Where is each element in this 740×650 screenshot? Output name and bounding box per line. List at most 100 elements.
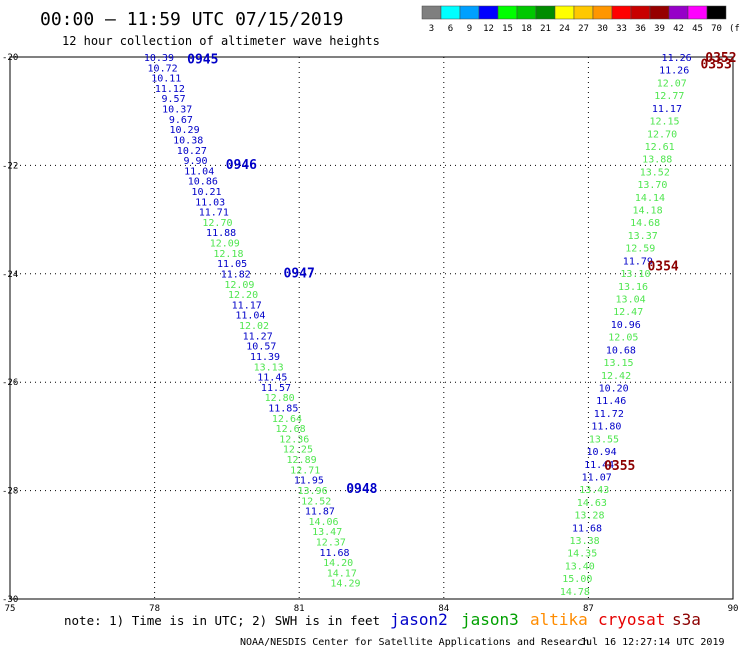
wave-height-label: 14.20	[323, 558, 353, 569]
wave-height-label: 11.82	[221, 269, 251, 280]
wave-height-label: 10.27	[177, 146, 207, 157]
satellite-altika: altika	[530, 610, 588, 629]
wave-height-label: 12.02	[239, 321, 269, 332]
pass-time-label: 0353	[700, 58, 731, 73]
wave-height-label: 9.57	[162, 94, 186, 105]
legend-label-18: 18	[521, 24, 532, 34]
wave-height-label: 13.55	[589, 434, 619, 445]
wave-height-label: 10.96	[611, 320, 641, 331]
legend-label-42: 42	[673, 24, 684, 34]
wave-height-label: 14.14	[635, 193, 665, 204]
legend-swatch-9	[459, 5, 480, 20]
wave-height-label: 12.05	[608, 333, 638, 344]
legend-label-30: 30	[597, 24, 608, 34]
wave-height-label: 12.64	[272, 414, 302, 425]
legend-label-24: 24	[559, 24, 570, 34]
grid-lines	[10, 57, 733, 599]
wave-height-label: 14.06	[308, 517, 338, 528]
wave-height-label: 11.44	[584, 460, 614, 471]
wave-height-label: 11.57	[261, 383, 291, 394]
footer-note: note: 1) Time is in UTC; 2) SWH is in fe…	[64, 613, 380, 628]
x-tick-label: 78	[149, 604, 160, 614]
wave-height-label: 11.27	[243, 331, 273, 342]
wave-height-label: 12.77	[654, 91, 684, 102]
wave-height-label: 14.78	[560, 587, 590, 598]
wave-height-label: 15.00	[562, 574, 592, 585]
wave-height-label: 12.80	[265, 393, 295, 404]
y-tick-label: -22	[2, 161, 18, 171]
legend-label-15: 15	[502, 24, 513, 34]
wave-height-label: 13.47	[312, 527, 342, 538]
legend-swatch-18	[516, 5, 537, 20]
legend-swatch-33	[611, 5, 632, 20]
plot-area	[9, 56, 734, 600]
legend-label-12: 12	[483, 24, 494, 34]
legend-swatch-42	[668, 5, 689, 20]
wave-height-label: 12.71	[290, 465, 320, 476]
satellite-s3a: s3a	[672, 610, 701, 629]
wave-height-label: 13.37	[628, 231, 658, 242]
legend-label-36: 36	[635, 24, 646, 34]
x-tick-label: 75	[5, 604, 16, 614]
wave-height-label: 11.87	[305, 507, 335, 518]
wave-height-label: 10.94	[586, 447, 616, 458]
wave-height-label: 11.46	[596, 396, 626, 407]
legend-unit: (ft)	[729, 24, 740, 34]
wave-height-label: 10.37	[162, 105, 192, 116]
wave-height-label: 12.20	[228, 290, 258, 301]
wave-height-label: 12.18	[213, 249, 243, 260]
wave-height-label: 14.68	[630, 218, 660, 229]
legend-label-33: 33	[616, 24, 627, 34]
legend-swatch-39	[649, 5, 670, 20]
y-tick-label: -30	[2, 595, 18, 605]
legend-swatch-12	[478, 5, 499, 20]
legend-label-45: 45	[692, 24, 703, 34]
wave-height-label: 11.68	[572, 523, 602, 534]
wave-height-label: 12.25	[283, 445, 313, 456]
wave-height-label: 12.36	[279, 434, 309, 445]
pass-time-label: 0948	[346, 482, 377, 497]
wave-height-label: 12.42	[601, 371, 631, 382]
satellite-cryosat: cryosat	[598, 610, 665, 629]
legend-label-21: 21	[540, 24, 551, 34]
x-axis: 75 78 81 84 87 90	[5, 604, 739, 614]
wave-height-label: 9.90	[183, 156, 207, 167]
legend-label-70: 70	[711, 24, 722, 34]
x-tick-label: 81	[294, 604, 305, 614]
legend-swatch-24	[554, 5, 575, 20]
wave-height-label: 12.47	[613, 307, 643, 318]
wave-height-label: 10.39	[144, 53, 174, 64]
wave-height-label: 13.70	[637, 180, 667, 191]
legend-swatch-30	[592, 5, 613, 20]
wave-height-label: 13.88	[642, 155, 672, 166]
wave-height-label: 13.10	[620, 269, 650, 280]
wave-height-label: 11.85	[268, 403, 298, 414]
wave-height-label: 11.45	[257, 373, 287, 384]
wave-height-label: 11.17	[652, 104, 682, 115]
wave-height-label: 10.11	[151, 74, 181, 85]
wave-height-label: 10.68	[606, 345, 636, 356]
pass-time-label: 0352	[705, 51, 736, 66]
wave-height-label: 11.26	[659, 66, 689, 77]
wave-height-label: 13.52	[640, 167, 670, 178]
y-tick-label: -26	[2, 378, 18, 388]
wave-height-label: 10.38	[173, 135, 203, 146]
wave-height-label: 13.16	[618, 282, 648, 293]
pass-time-label: 0354	[647, 260, 678, 275]
legend-swatch-21	[535, 5, 556, 20]
wave-height-label: 13.38	[570, 536, 600, 547]
wave-height-label: 12.09	[224, 280, 254, 291]
legend-label-9: 9	[467, 24, 472, 34]
wave-height-label: 12.07	[657, 78, 687, 89]
wave-height-label: 12.61	[645, 142, 675, 153]
wave-height-label: 14.17	[327, 568, 357, 579]
wave-height-label: 11.39	[250, 352, 280, 363]
wave-height-label: 13.28	[574, 511, 604, 522]
y-tick-label: -28	[2, 487, 18, 497]
wave-height-label: 11.03	[195, 197, 225, 208]
wave-height-label: 10.20	[599, 383, 629, 394]
satellite-jason3: jason3	[461, 610, 519, 629]
legend-label-27: 27	[578, 24, 589, 34]
wave-height-label: 12.09	[210, 239, 240, 250]
